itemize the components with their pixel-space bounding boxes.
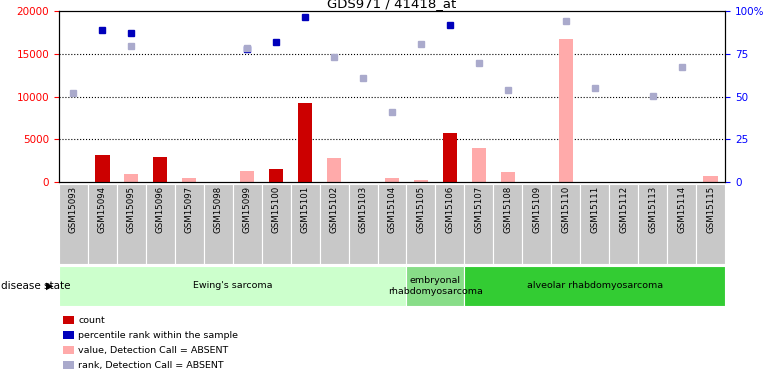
Bar (501, 172, 515, 182)
Text: ▶: ▶ (45, 281, 53, 291)
Bar (378, 184, 406, 264)
Bar (59, 184, 88, 264)
Bar (558, 39, 573, 182)
Bar (406, 266, 464, 306)
Bar (298, 104, 312, 182)
Text: GSM15110: GSM15110 (561, 186, 570, 233)
Bar (204, 184, 233, 264)
Text: GSM15109: GSM15109 (532, 186, 542, 233)
Text: disease state: disease state (1, 281, 71, 291)
Bar (146, 184, 175, 264)
Bar (385, 178, 399, 182)
Bar (443, 133, 457, 182)
Text: count: count (78, 316, 105, 325)
Text: GSM15099: GSM15099 (242, 186, 252, 233)
Text: GSM15114: GSM15114 (677, 186, 686, 233)
Text: GSM15093: GSM15093 (69, 186, 78, 233)
Text: GSM15107: GSM15107 (474, 186, 484, 233)
Bar (153, 157, 168, 182)
Bar (124, 174, 139, 182)
Bar (493, 184, 522, 264)
Text: GSM15115: GSM15115 (706, 186, 715, 233)
Text: GSM15112: GSM15112 (619, 186, 628, 233)
Bar (696, 184, 725, 264)
Text: GSM15105: GSM15105 (416, 186, 426, 233)
Bar (703, 176, 718, 182)
Text: GSM15103: GSM15103 (358, 186, 368, 233)
Bar (291, 184, 320, 264)
Text: GSM15095: GSM15095 (127, 186, 136, 233)
Bar (638, 184, 667, 264)
Bar (435, 184, 464, 264)
Bar (667, 184, 696, 264)
Text: GSM15108: GSM15108 (503, 186, 513, 233)
Bar (320, 184, 349, 264)
Text: GSM15106: GSM15106 (445, 186, 455, 233)
Bar (182, 178, 197, 182)
Bar (240, 171, 254, 182)
Bar (269, 169, 283, 182)
Title: GDS971 / 41418_at: GDS971 / 41418_at (328, 0, 456, 10)
Text: GSM15100: GSM15100 (271, 186, 281, 233)
Text: GSM15097: GSM15097 (185, 186, 194, 233)
Bar (464, 184, 493, 264)
Bar (349, 184, 378, 264)
Bar (580, 184, 609, 264)
Bar (406, 184, 435, 264)
Bar (117, 184, 146, 264)
Bar (175, 184, 204, 264)
Text: GSM15102: GSM15102 (329, 186, 339, 233)
Bar (414, 180, 428, 182)
Text: GSM15098: GSM15098 (214, 186, 223, 233)
Text: value, Detection Call = ABSENT: value, Detection Call = ABSENT (78, 346, 229, 355)
Bar (472, 148, 486, 182)
Bar (88, 184, 117, 264)
Text: rank, Detection Call = ABSENT: rank, Detection Call = ABSENT (78, 361, 224, 370)
Text: percentile rank within the sample: percentile rank within the sample (78, 331, 238, 340)
Bar (551, 184, 580, 264)
Bar (464, 266, 725, 306)
Text: GSM15104: GSM15104 (387, 186, 397, 233)
Text: GSM15101: GSM15101 (300, 186, 310, 233)
Text: GSM15096: GSM15096 (156, 186, 165, 233)
Text: alveolar rhabdomyosarcoma: alveolar rhabdomyosarcoma (527, 281, 663, 290)
Bar (327, 158, 341, 182)
Bar (59, 266, 406, 306)
Bar (609, 184, 638, 264)
Text: GSM15094: GSM15094 (98, 186, 107, 233)
Text: GSM15111: GSM15111 (590, 186, 599, 233)
Bar (262, 184, 291, 264)
Text: GSM15113: GSM15113 (648, 186, 657, 233)
Bar (233, 184, 262, 264)
Text: Ewing's sarcoma: Ewing's sarcoma (193, 281, 272, 290)
Bar (95, 155, 110, 182)
Bar (522, 184, 551, 264)
Text: embryonal
rhabdomyosarcoma: embryonal rhabdomyosarcoma (388, 276, 483, 296)
